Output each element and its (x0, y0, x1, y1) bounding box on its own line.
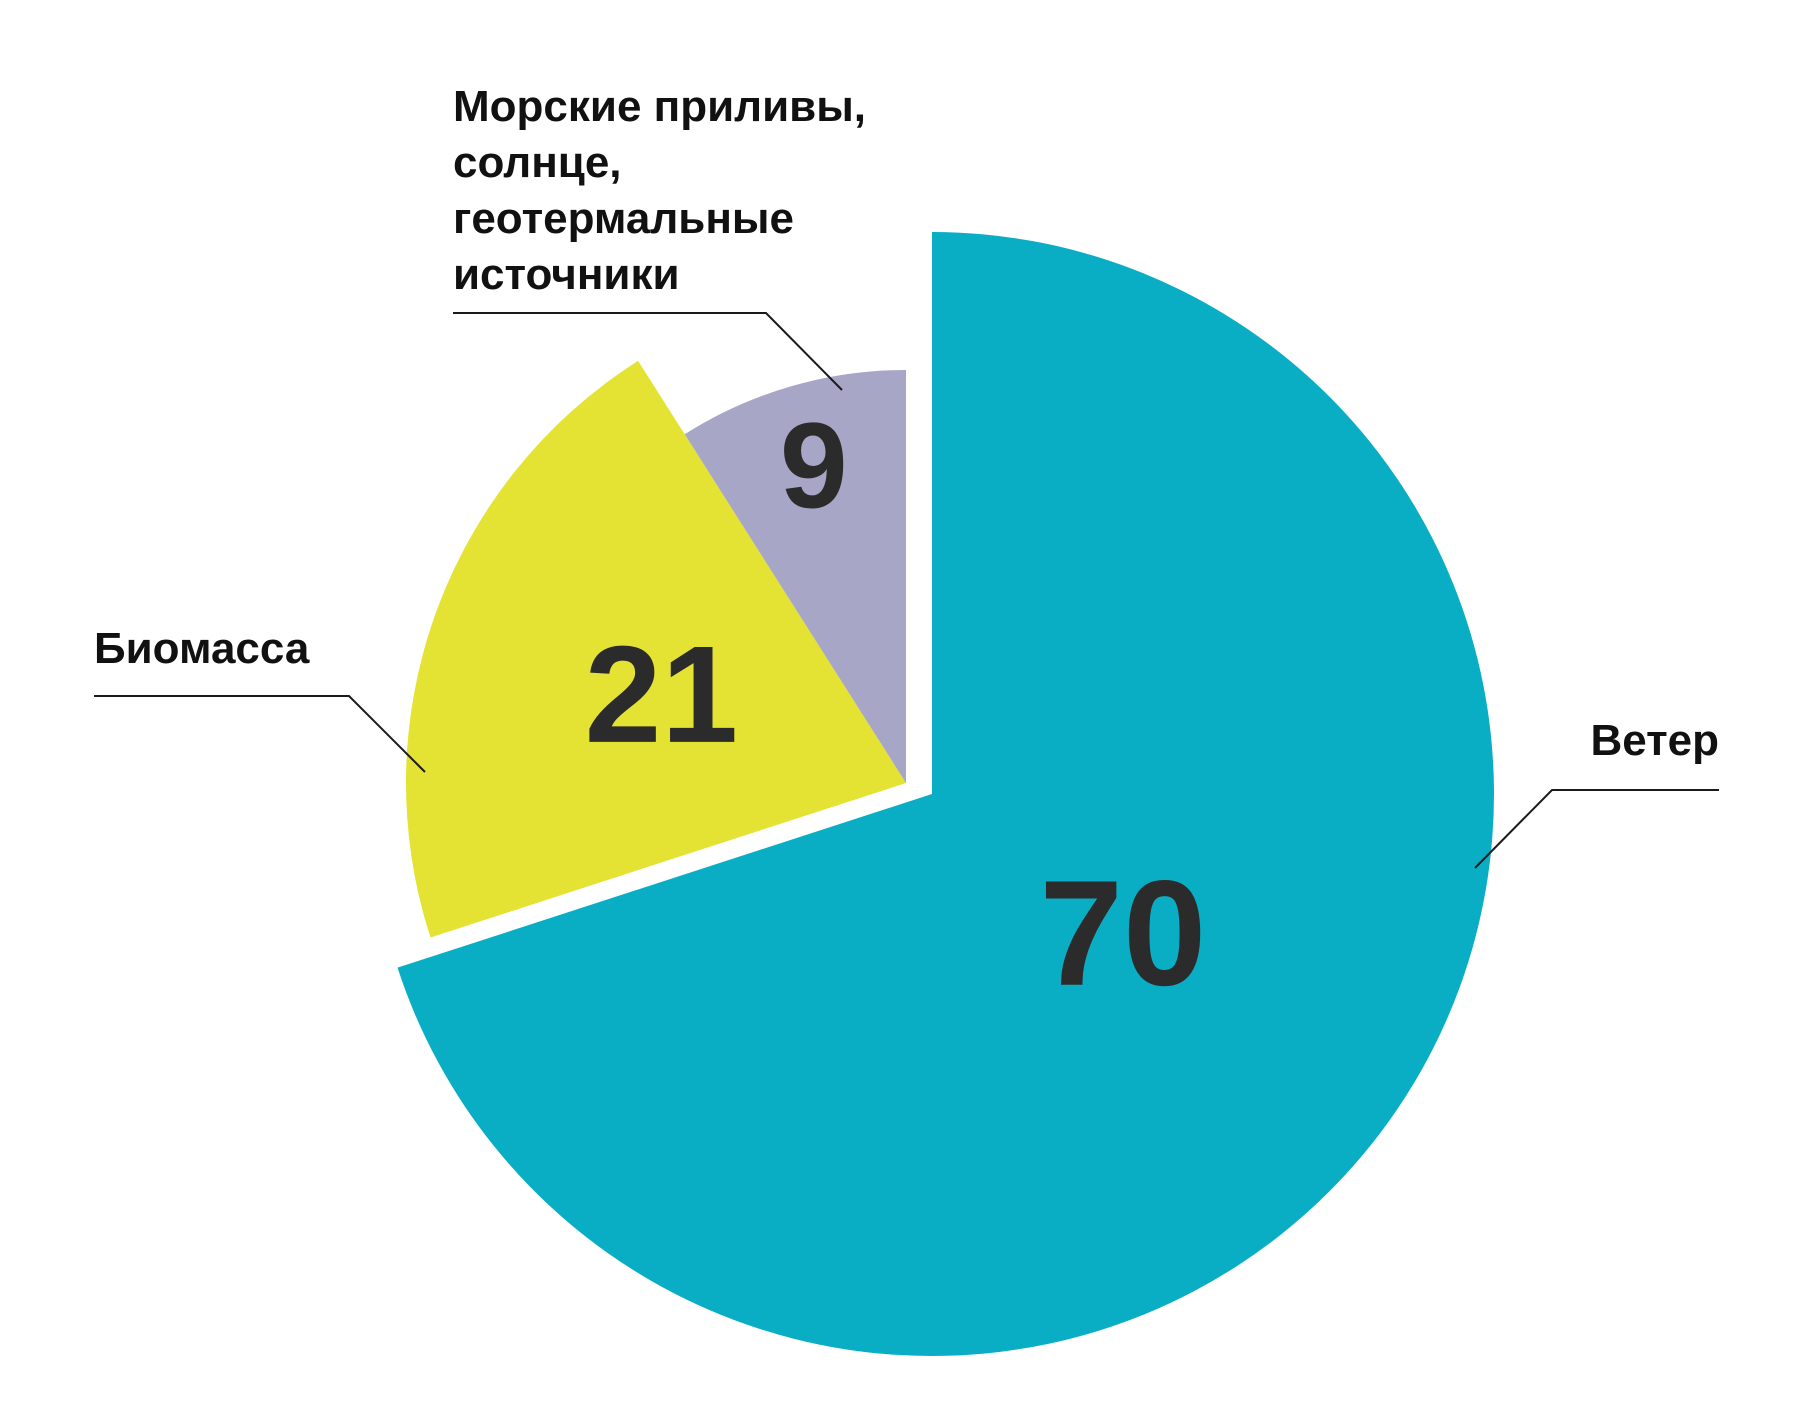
leader-lines (94, 312, 1719, 869)
label-line: источники (453, 250, 680, 299)
label-line: геотермальные (453, 194, 794, 243)
slice-value-label: 21 (585, 618, 739, 772)
slice-category-label: Морские приливы, солнце, геотермальные исто… (453, 82, 866, 299)
leader-line (453, 312, 843, 391)
slice-values: 70 21 9 (585, 398, 1207, 1017)
label-line: солнце, (453, 138, 622, 187)
leader-line (1474, 789, 1719, 869)
slice-value-label: 9 (780, 398, 848, 534)
leader-line (94, 695, 426, 773)
category-labels: Ветер Биомасса Морские приливы, солнце, геот… (94, 82, 1719, 765)
label-line: Морские приливы, (453, 82, 866, 131)
pie-slice-1 (397, 232, 1495, 1357)
slice-category-label: Биомасса (94, 624, 310, 673)
slice-value-label: 70 (1040, 849, 1207, 1017)
pie-slice-2 (405, 360, 906, 938)
pie-slice-3 (684, 370, 906, 783)
slices-layer (397, 232, 1495, 1357)
slice-category-label: Ветер (1590, 716, 1719, 765)
